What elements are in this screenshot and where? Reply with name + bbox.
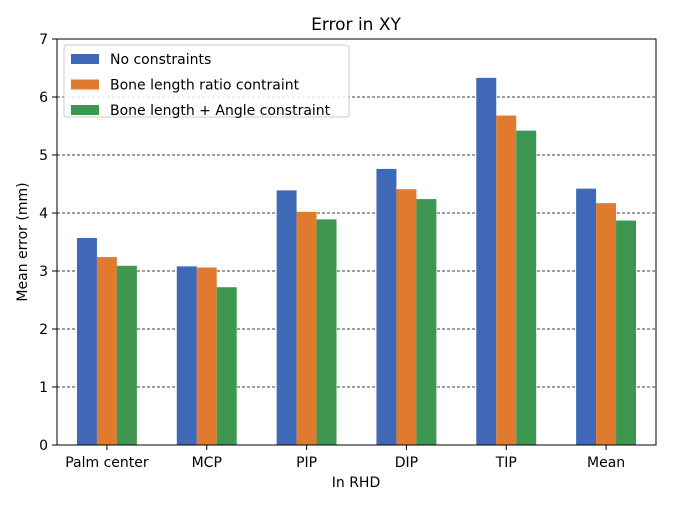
grid-lines bbox=[57, 96, 656, 388]
x-tick-label: Mean bbox=[587, 455, 625, 471]
bar-2-2 bbox=[316, 219, 337, 445]
bar-3-0 bbox=[376, 168, 397, 446]
legend-label: No constraints bbox=[110, 52, 211, 68]
bar-5-2 bbox=[616, 220, 637, 445]
bar-0-0 bbox=[76, 237, 97, 445]
bar-2-1 bbox=[296, 211, 317, 445]
bar-4-0 bbox=[476, 77, 497, 446]
y-tick-label: 2 bbox=[39, 322, 48, 338]
x-tick-label: MCP bbox=[192, 455, 222, 471]
bar-4-1 bbox=[496, 115, 517, 445]
x-axis: Palm center MCP PIP DIP TIP Mean bbox=[65, 445, 625, 471]
x-tick-label: Palm center bbox=[65, 455, 149, 471]
bar-3-1 bbox=[396, 189, 417, 445]
legend-swatch bbox=[71, 105, 99, 115]
y-tick-label: 6 bbox=[39, 90, 48, 106]
bar-4-2 bbox=[516, 130, 537, 445]
x-tick-label: PIP bbox=[296, 455, 317, 471]
legend: No constraints Bone length ratio contrain… bbox=[63, 44, 350, 119]
legend-swatch bbox=[71, 79, 99, 90]
bars bbox=[76, 77, 637, 446]
y-axis-label: Mean error (mm) bbox=[15, 182, 31, 301]
y-axis: 0 1 2 3 4 5 6 7 bbox=[39, 32, 57, 454]
legend-box bbox=[63, 44, 350, 118]
y-tick-label: 7 bbox=[39, 32, 48, 48]
legend-label: Bone length ratio contraint bbox=[110, 78, 300, 94]
y-tick-label: 4 bbox=[39, 206, 48, 222]
y-tick-label: 0 bbox=[39, 438, 48, 454]
x-axis-label: In RHD bbox=[332, 475, 381, 491]
y-tick-label: 3 bbox=[39, 264, 48, 280]
y-tick-label: 1 bbox=[39, 380, 48, 396]
bar-2-0 bbox=[276, 190, 297, 445]
y-tick-label: 5 bbox=[39, 148, 48, 164]
bar-3-2 bbox=[416, 199, 437, 445]
bar-1-1 bbox=[196, 267, 217, 445]
bar-1-2 bbox=[216, 287, 237, 445]
bar-0-2 bbox=[116, 265, 137, 445]
bar-0-1 bbox=[96, 257, 117, 445]
chart-title: Error in XY bbox=[311, 15, 401, 35]
x-tick-label: DIP bbox=[395, 455, 418, 471]
bar-5-0 bbox=[576, 188, 597, 445]
bar-5-1 bbox=[596, 203, 617, 445]
x-tick-label: TIP bbox=[495, 455, 517, 471]
legend-label: Bone length + Angle constraint bbox=[110, 103, 331, 119]
plot-frame bbox=[56, 38, 657, 446]
legend-swatch bbox=[71, 54, 99, 64]
bar-1-0 bbox=[176, 266, 197, 445]
